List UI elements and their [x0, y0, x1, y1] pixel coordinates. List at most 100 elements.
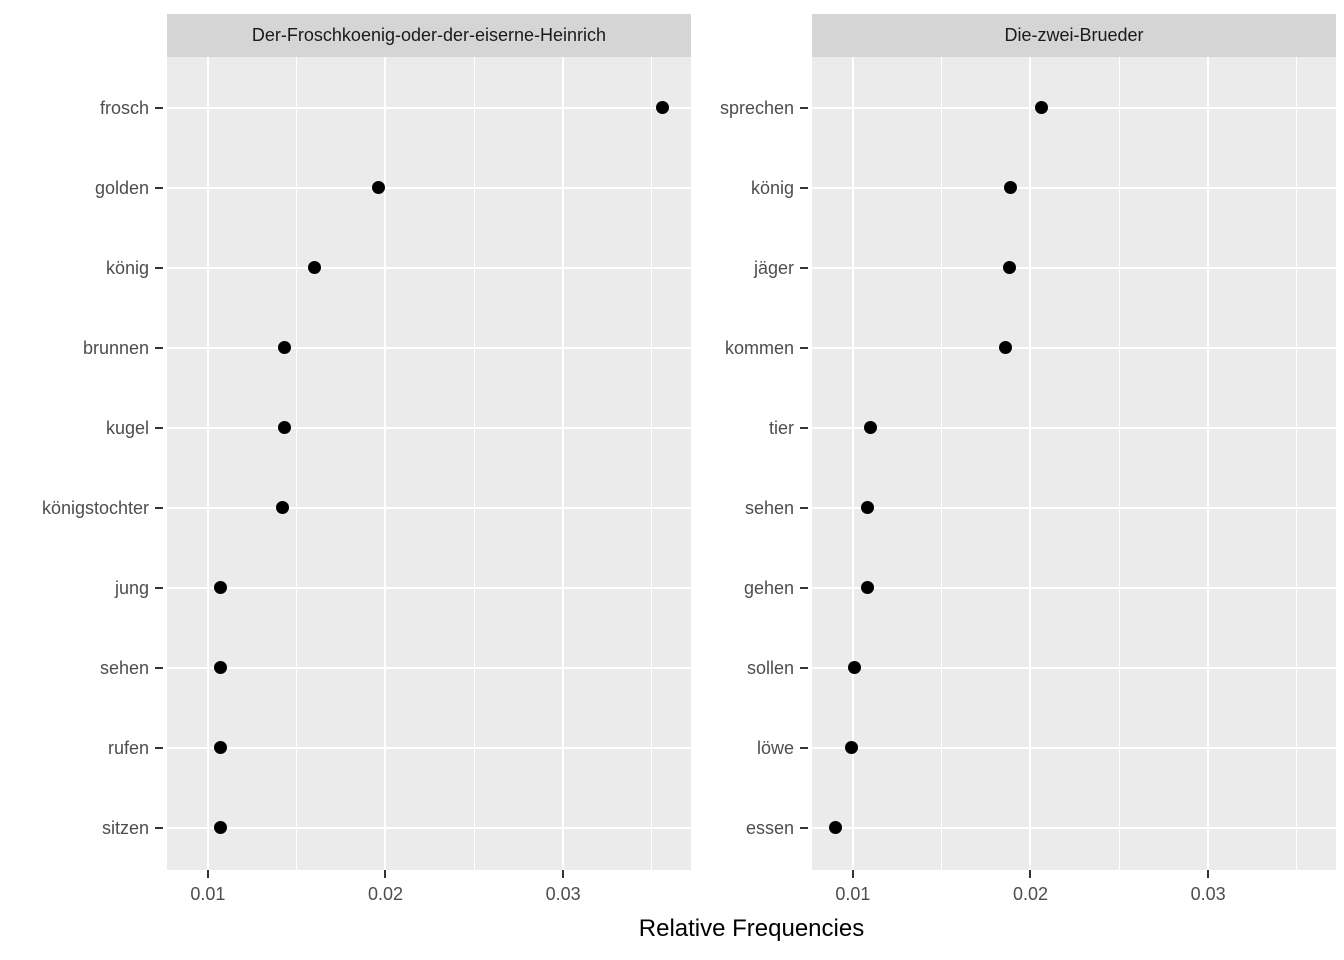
y-tick	[800, 346, 808, 349]
data-point	[213, 741, 227, 754]
data-point	[864, 421, 878, 434]
gridline-major-y	[167, 346, 691, 349]
gridline-major-y	[812, 506, 1336, 509]
data-point	[656, 101, 670, 114]
data-point	[828, 821, 842, 834]
y-tick-label: essen	[745, 817, 794, 838]
data-point	[275, 501, 289, 514]
panel-0	[167, 57, 691, 870]
facet-strip-left-label: Der-Froschkoenig-oder-der-eiserne-Heinri…	[251, 25, 607, 45]
gridline-major-y	[167, 186, 691, 189]
gridline-minor-x	[296, 57, 298, 870]
data-point	[999, 341, 1013, 354]
gridline-major-y	[812, 346, 1336, 349]
gridline-major-y	[167, 746, 691, 749]
y-tick-label: löwe	[756, 737, 794, 758]
y-tick	[800, 506, 808, 509]
y-tick-label: sehen	[744, 497, 794, 518]
y-tick	[155, 106, 163, 109]
gridline-major-y	[812, 746, 1336, 749]
y-tick-label: golden	[94, 177, 149, 198]
gridline-major-x	[206, 57, 209, 870]
gridline-major-y	[812, 186, 1336, 189]
y-tick	[155, 346, 163, 349]
gridline-major-y	[812, 106, 1336, 109]
y-tick-label: kugel	[105, 417, 149, 438]
gridline-major-y	[812, 266, 1336, 269]
x-tick	[384, 870, 387, 878]
y-tick	[800, 586, 808, 589]
gridline-major-y	[167, 426, 691, 429]
data-point	[860, 501, 874, 514]
gridline-minor-x	[651, 57, 653, 870]
y-tick-label: frosch	[99, 97, 149, 118]
y-tick	[155, 826, 163, 829]
data-point	[213, 581, 227, 594]
data-point	[213, 661, 227, 674]
data-point	[371, 181, 385, 194]
gridline-major-x	[1207, 57, 1210, 870]
y-tick-label: könig	[750, 177, 794, 198]
x-tick-label: 0.02	[367, 884, 403, 904]
y-tick	[800, 666, 808, 669]
y-tick-label: könig	[105, 257, 149, 278]
gridline-major-y	[167, 266, 691, 269]
x-tick	[1207, 870, 1210, 878]
gridline-major-y	[812, 586, 1336, 589]
y-tick-label: brunnen	[82, 337, 149, 358]
gridline-major-y	[167, 826, 691, 829]
data-point	[307, 261, 321, 274]
gridline-minor-x	[473, 57, 475, 870]
data-point	[277, 341, 291, 354]
data-point	[848, 661, 862, 674]
y-tick-label: sehen	[99, 657, 149, 678]
data-point	[1004, 181, 1018, 194]
y-tick	[155, 586, 163, 589]
y-tick	[155, 666, 163, 669]
gridline-major-y	[167, 106, 691, 109]
x-tick	[562, 870, 565, 878]
y-tick	[800, 266, 808, 269]
x-tick	[1029, 870, 1032, 878]
x-axis-title: Relative Frequencies	[638, 915, 865, 942]
facet-strip-right: Die-zwei-Brueder	[812, 14, 1336, 57]
data-point	[860, 581, 874, 594]
data-point	[213, 821, 227, 834]
y-tick-label: sollen	[746, 657, 794, 678]
panel-1	[812, 57, 1336, 870]
facet-strip-left: Der-Froschkoenig-oder-der-eiserne-Heinri…	[167, 14, 691, 57]
facet-strip-right-label: Die-zwei-Brueder	[1004, 25, 1144, 45]
y-tick	[800, 426, 808, 429]
y-tick	[155, 506, 163, 509]
x-tick-label: 0.02	[1012, 884, 1048, 904]
y-tick	[800, 106, 808, 109]
x-tick-label: 0.03	[1190, 884, 1226, 904]
gridline-major-x	[562, 57, 565, 870]
gridline-minor-x	[941, 57, 943, 870]
gridline-major-x	[851, 57, 854, 870]
y-tick-label: sprechen	[719, 97, 794, 118]
y-tick	[155, 266, 163, 269]
y-tick	[155, 746, 163, 749]
gridline-major-y	[167, 666, 691, 669]
y-tick-label: tier	[768, 417, 794, 438]
x-tick-label: 0.01	[190, 884, 226, 904]
data-point	[844, 741, 858, 754]
x-tick-label: 0.03	[545, 884, 581, 904]
y-tick	[155, 186, 163, 189]
y-tick-label: sitzen	[101, 817, 149, 838]
y-tick-label: kommen	[724, 337, 794, 358]
x-tick	[851, 870, 854, 878]
x-tick-label: 0.01	[835, 884, 871, 904]
gridline-minor-x	[1296, 57, 1298, 870]
gridline-major-y	[812, 826, 1336, 829]
gridline-major-x	[384, 57, 387, 870]
y-tick	[155, 426, 163, 429]
data-point	[277, 421, 291, 434]
y-tick-label: rufen	[107, 737, 149, 758]
y-tick-label: jäger	[753, 257, 794, 278]
gridline-major-y	[812, 426, 1336, 429]
gridline-major-y	[812, 666, 1336, 669]
gridline-major-y	[167, 506, 691, 509]
